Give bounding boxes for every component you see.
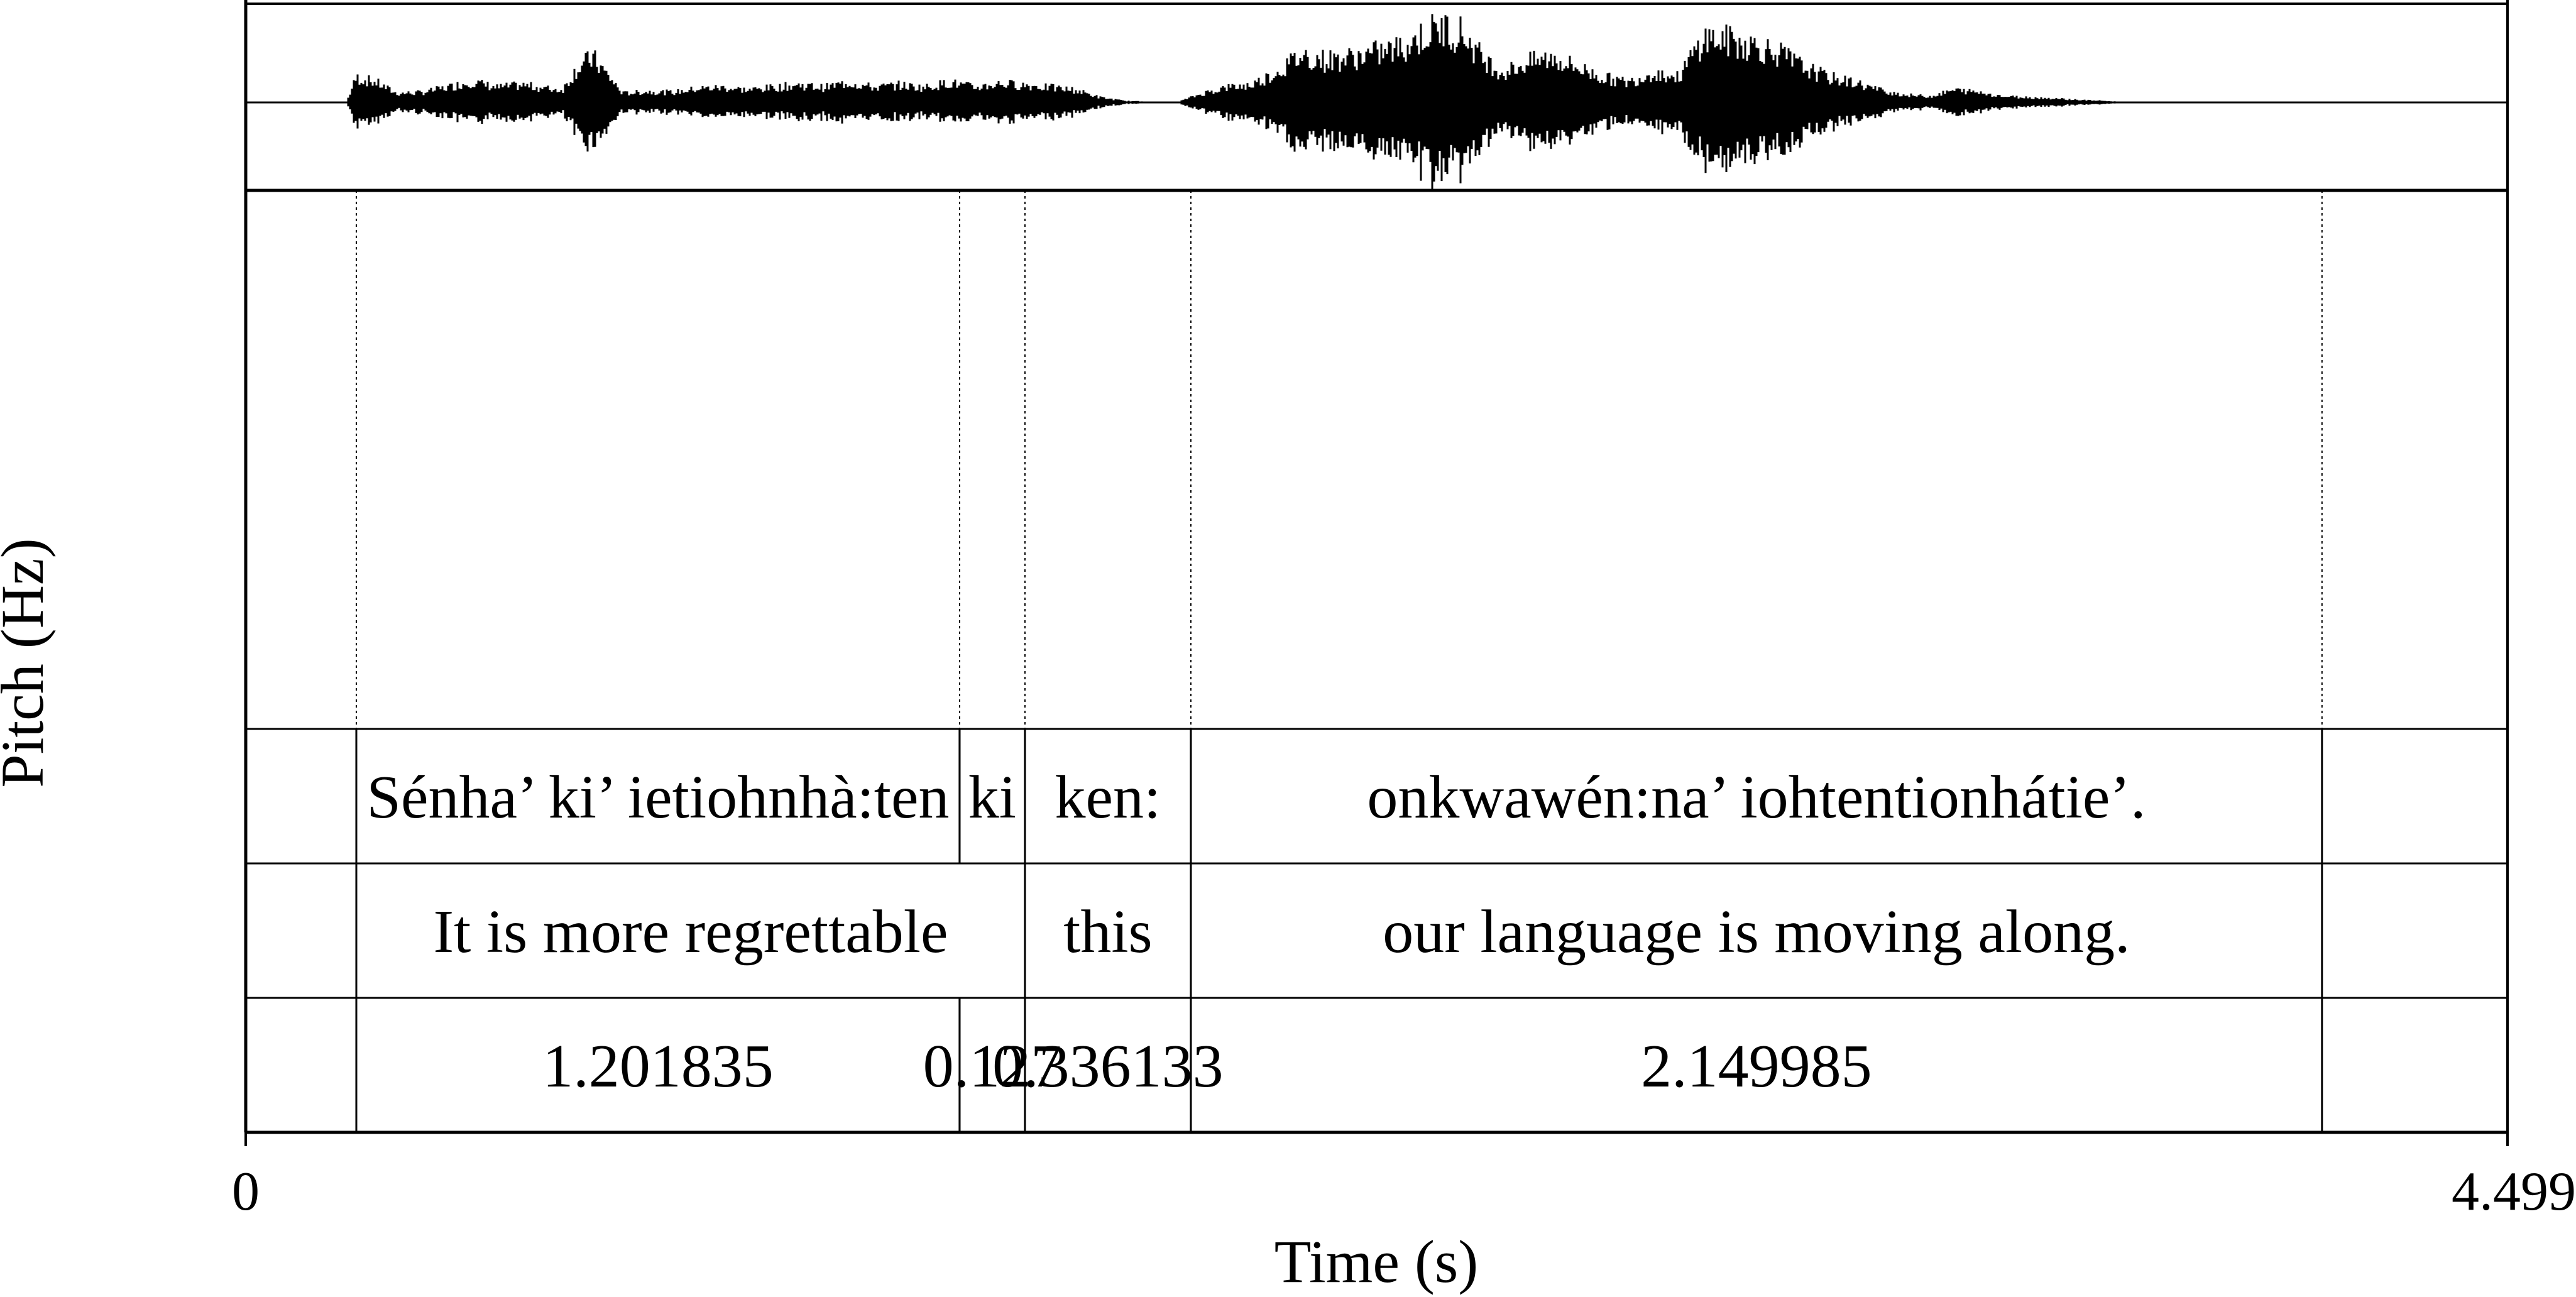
tier-interval-label: ki bbox=[968, 763, 1016, 831]
y-axis-label: Pitch (Hz) bbox=[0, 538, 56, 787]
x-tick-label: 0 bbox=[232, 1161, 260, 1222]
tier-interval-label: ken: bbox=[1055, 763, 1161, 831]
annotation-tiers: Sénha’ ki’ ietiohnhà:ten ki ken: onkwawén:n… bbox=[246, 728, 2507, 1134]
tier-interval-label: our language is moving along. bbox=[1383, 898, 2130, 966]
waveform-trace bbox=[347, 14, 2122, 191]
tier-interval-label: 1.201835 bbox=[542, 1032, 774, 1100]
tier-interval-label: 2.149985 bbox=[1641, 1032, 1872, 1100]
waveform-panel bbox=[244, 3, 2509, 192]
pitch-panel bbox=[246, 189, 2507, 729]
axes: 7010015020030004.499 bbox=[232, 0, 2576, 1222]
x-tick-label: 4.499 bbox=[2452, 1161, 2576, 1222]
tier-interval-label: Sénha’ ki’ ietiohnhà:ten bbox=[366, 763, 949, 831]
tier-interval-label: this bbox=[1063, 898, 1153, 966]
tier-interval-label: 0.127 bbox=[923, 1032, 1062, 1100]
x-axis-label: Time (s) bbox=[1274, 1228, 1479, 1295]
tier-interval-label: onkwawén:na’ iohtentionhátie’. bbox=[1367, 763, 2146, 831]
tier-interval-label: 0.336133 bbox=[992, 1032, 1224, 1100]
tier-interval-label: It is more regrettable bbox=[433, 898, 948, 966]
